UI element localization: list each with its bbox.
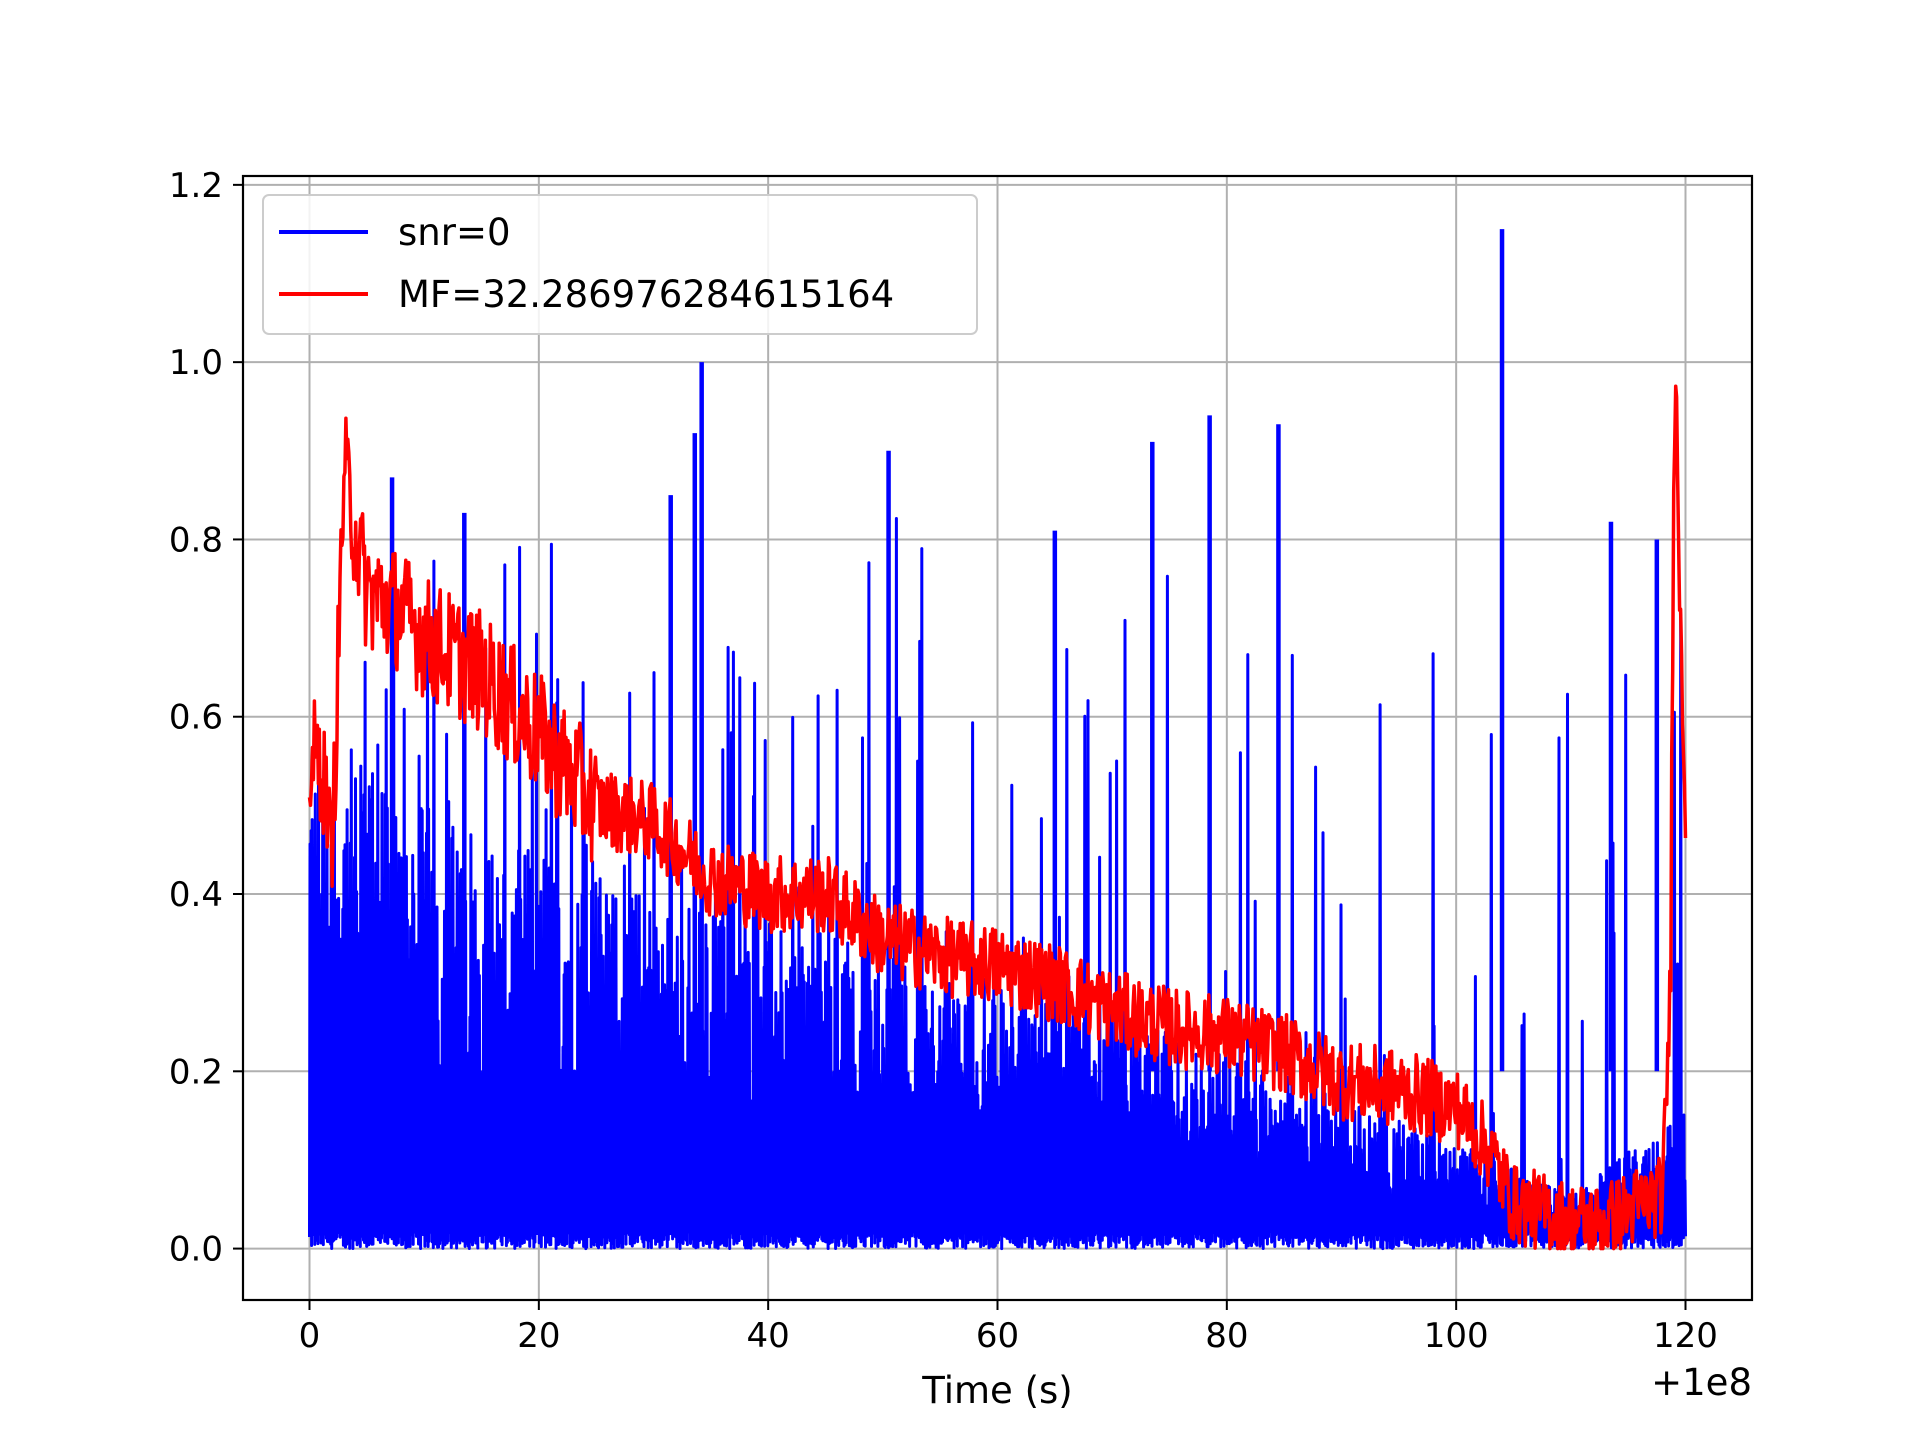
series-group (307, 229, 1688, 1251)
x-tick-label-0: 0 (299, 1316, 321, 1356)
x-tick-label-2: 40 (747, 1316, 790, 1356)
x-tick-label-1: 20 (517, 1316, 560, 1356)
x-tick-label-4: 80 (1205, 1316, 1248, 1356)
y-tick-label-1: 0.2 (169, 1052, 223, 1092)
plot-area (307, 229, 1688, 1251)
x-axis-label: Time (s) (921, 1369, 1072, 1412)
legend-box (262, 194, 978, 335)
y-tick-label-2: 0.4 (169, 875, 223, 915)
x-tick-label-5: 100 (1424, 1316, 1489, 1356)
y-tick-label-0: 0.0 (169, 1230, 223, 1270)
y-tick-label-5: 1.0 (169, 343, 223, 383)
legend: snr=0 MF=32.286976284615164 (262, 194, 978, 335)
legend-entry-mf: MF=32.286976284615164 (398, 273, 894, 316)
series-mf-line (307, 384, 1688, 1251)
series-snr-line (308, 517, 1687, 1251)
x-axis-offset-text: +1e8 (1651, 1361, 1752, 1404)
y-tick-label-6: 1.2 (169, 166, 223, 206)
legend-entry-snr: snr=0 (398, 211, 510, 254)
ticks: 0 20 40 60 80 100 120 0.0 0.2 0.4 0.6 0.8 1.0 1.2 (169, 166, 1718, 1356)
y-tick-label-3: 0.6 (169, 698, 223, 738)
x-tick-label-6: 120 (1653, 1316, 1718, 1356)
y-tick-label-4: 0.8 (169, 520, 223, 560)
x-tick-label-3: 60 (976, 1316, 1019, 1356)
